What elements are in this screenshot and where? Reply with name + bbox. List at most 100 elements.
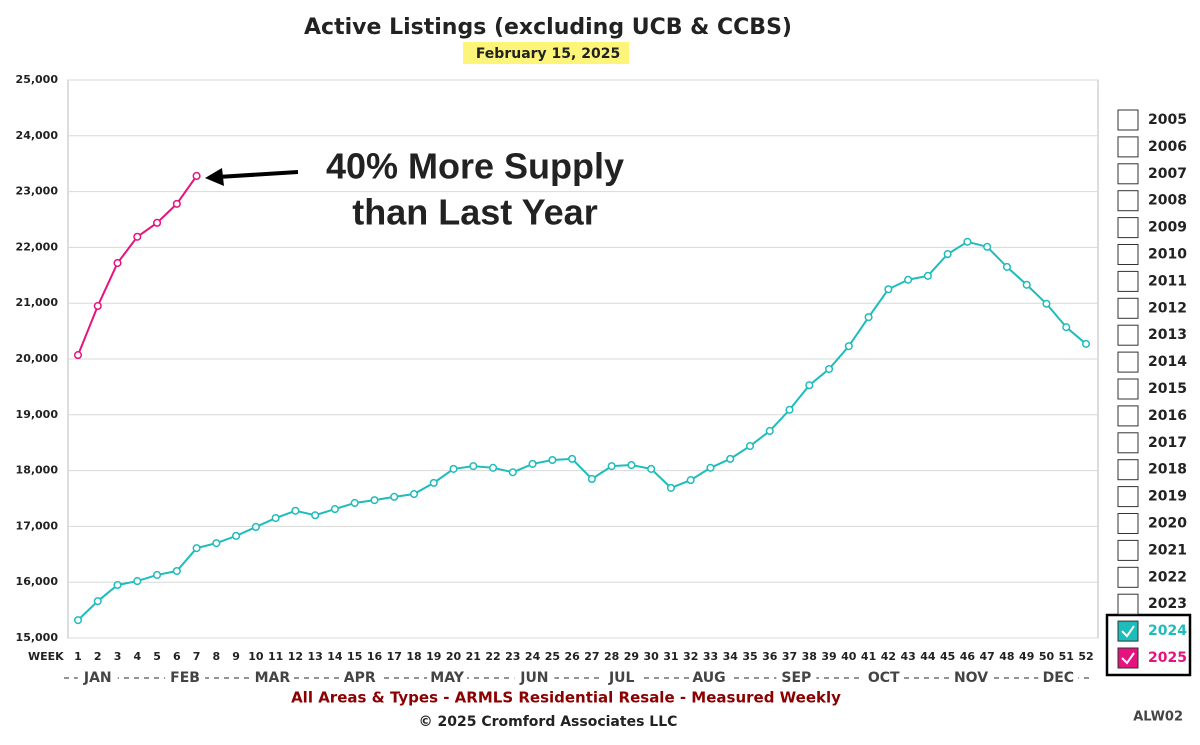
month-label: DEC xyxy=(1043,670,1074,686)
legend-label: 2015 xyxy=(1148,381,1187,397)
legend-label: 2022 xyxy=(1148,569,1187,585)
x-tick-label: 36 xyxy=(762,650,778,663)
legend-label: 2013 xyxy=(1148,327,1187,343)
series-point xyxy=(93,597,102,606)
legend-label: 2016 xyxy=(1148,408,1187,424)
month-label-bg xyxy=(427,669,468,687)
legend-checkbox xyxy=(1117,432,1139,454)
footer: All Areas & Types - ARMLS Residential Re… xyxy=(291,689,841,707)
legend-checkbox xyxy=(1117,109,1139,131)
month-label-bg xyxy=(77,669,118,687)
x-tick-label: 2 xyxy=(94,650,102,663)
legend-label: 2023 xyxy=(1148,596,1187,612)
x-tick-label: 8 xyxy=(213,650,221,663)
month-label: OCT xyxy=(868,670,900,686)
month-label: NOV xyxy=(954,670,988,686)
month-label: MAY xyxy=(430,670,464,686)
month-label-bg xyxy=(165,669,206,687)
series-point xyxy=(449,464,458,473)
series-point xyxy=(666,483,675,492)
series-point xyxy=(93,301,102,311)
legend-checkbox xyxy=(1117,405,1139,427)
legend-label: 2025 xyxy=(1148,650,1187,666)
series-point xyxy=(390,492,399,501)
x-tick-label: 48 xyxy=(999,650,1014,663)
series-point xyxy=(330,505,339,514)
month-label: JAN xyxy=(83,670,112,686)
series-point xyxy=(1062,323,1071,332)
series-point xyxy=(1081,339,1091,348)
legend-label: 2008 xyxy=(1148,193,1187,209)
series-point xyxy=(825,364,834,374)
legend-label: 2005 xyxy=(1148,112,1187,128)
x-tick-label: 22 xyxy=(485,650,500,663)
series-point xyxy=(963,237,972,246)
legend-highlight-box xyxy=(1105,613,1192,677)
legend-checkbox xyxy=(1117,513,1139,534)
annotation: than Last Year xyxy=(352,192,597,233)
series-point xyxy=(706,463,715,472)
x-tick-label: 35 xyxy=(742,650,757,663)
series-point xyxy=(1042,299,1051,308)
legend-checkbox xyxy=(1117,351,1139,373)
series-point xyxy=(587,474,596,484)
y-tick-label: 16,000 xyxy=(16,575,59,588)
series-point xyxy=(884,285,893,294)
series-point xyxy=(271,513,280,523)
series-point xyxy=(113,580,122,590)
month-label-bg xyxy=(514,669,555,687)
y-tick-label: 15,000 xyxy=(16,631,59,644)
y-tick-label: 18,000 xyxy=(16,464,59,477)
x-tick-label: 4 xyxy=(133,650,141,663)
month-label-bg xyxy=(951,669,992,687)
x-tick-label: 32 xyxy=(683,650,698,663)
x-tick-label: 52 xyxy=(1078,650,1093,663)
series-point xyxy=(409,489,419,499)
x-tick-label: 23 xyxy=(505,650,520,663)
series-point xyxy=(627,460,636,470)
chart-title: Active Listings (excluding UCB & CCBS) xyxy=(304,15,792,40)
annotation-arrowhead xyxy=(205,168,224,186)
chart-subtitle: February 15, 2025 xyxy=(476,46,620,62)
series-point xyxy=(73,351,83,360)
series-point xyxy=(785,405,794,414)
legend-check xyxy=(1121,625,1135,638)
x-tick-label: 30 xyxy=(644,650,660,663)
series-point xyxy=(745,441,755,451)
x-tick-label: 24 xyxy=(525,650,541,663)
legend-checkbox xyxy=(1117,270,1139,292)
y-tick-label: 22,000 xyxy=(16,240,59,253)
legend-label: 2017 xyxy=(1148,435,1187,451)
y-tick-label: 19,000 xyxy=(16,408,59,421)
y-tick-label: 23,000 xyxy=(16,185,59,198)
legend-checkbox xyxy=(1117,378,1139,400)
series-point xyxy=(943,250,952,259)
x-tick-label: 47 xyxy=(980,650,995,663)
x-tick-label: 39 xyxy=(821,650,836,663)
legend-checkbox xyxy=(1117,566,1139,588)
series-point xyxy=(113,258,122,268)
series-point xyxy=(212,539,221,548)
series-point xyxy=(568,454,577,463)
series-point xyxy=(192,544,201,553)
series-point xyxy=(983,242,992,251)
x-tick-label: 3 xyxy=(114,650,122,663)
x-tick-label: 46 xyxy=(960,650,976,663)
month-label-bg xyxy=(1038,669,1079,687)
series-point xyxy=(469,462,478,471)
legend-checkbox xyxy=(1117,217,1139,239)
x-tick-label: 49 xyxy=(1019,650,1034,663)
series-point xyxy=(844,342,853,351)
x-tick-label: 20 xyxy=(446,650,462,663)
series-point xyxy=(508,468,517,477)
series-point xyxy=(765,426,774,436)
annotation: 40% More Supply xyxy=(326,146,624,187)
x-tick-label: 7 xyxy=(193,650,201,663)
x-tick-label: 43 xyxy=(900,650,915,663)
annotation-arrow xyxy=(217,170,299,179)
series-point xyxy=(1002,262,1011,271)
series-point xyxy=(172,199,181,208)
month-label: APR xyxy=(344,670,376,686)
x-tick-label: 26 xyxy=(564,650,580,663)
copyright: © 2025 Cromford Associates LLC xyxy=(419,714,678,730)
